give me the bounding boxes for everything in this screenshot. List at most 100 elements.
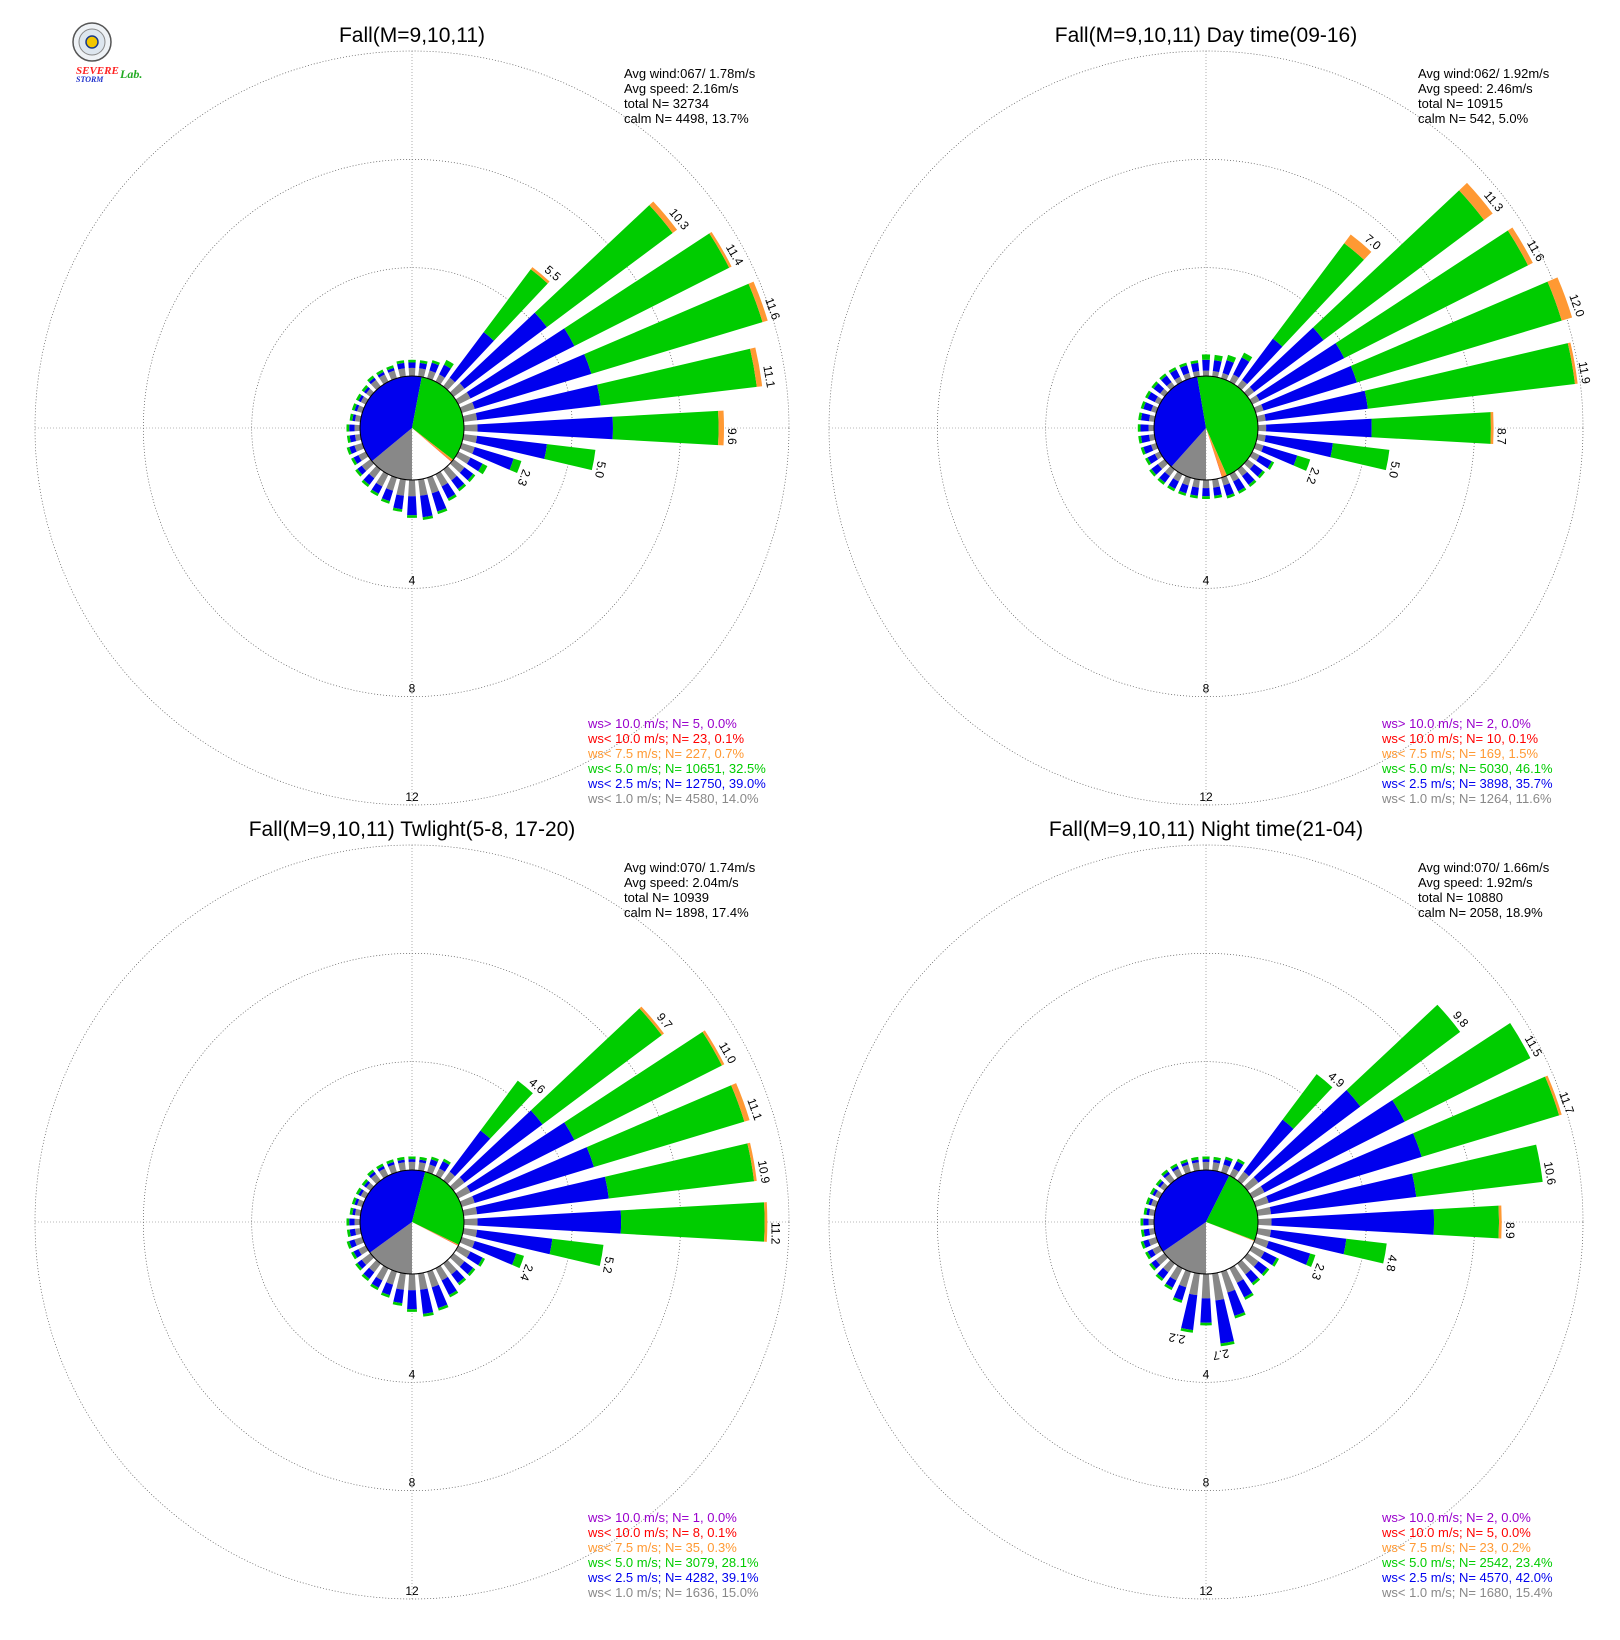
rose-bar-segment	[351, 1251, 358, 1260]
rose-bar-segment	[1567, 342, 1578, 385]
rose-bar-segment	[1272, 1257, 1280, 1267]
ring-label: 12	[1199, 790, 1213, 804]
rose-bar-segment	[1243, 1177, 1259, 1191]
rose-bar-segment	[1237, 379, 1248, 391]
calm-circle	[1153, 1169, 1259, 1275]
rose-bar-segment	[346, 446, 352, 455]
rose-bar-segment	[352, 1208, 357, 1216]
legend-entry: ws< 7.5 m/s; N= 227, 0.7%	[587, 746, 745, 761]
rose-bar-segment	[1233, 1161, 1244, 1172]
bar-total-label: 5.2	[600, 1256, 617, 1275]
ring-label: 8	[1203, 682, 1210, 696]
wind-rose-panel-4: Fall(M=9,10,11) Night time(21-04) 4 8 12 Avg…	[828, 818, 1584, 1600]
rose-bar-segment	[449, 1177, 465, 1191]
rose-bar-segment	[512, 1253, 525, 1269]
rose-bar-segment	[353, 455, 362, 464]
rose-bar-segment	[1253, 1237, 1269, 1248]
legend-entry: ws> 10.0 m/s; N= 2, 0.0%	[1381, 716, 1531, 731]
rose-bar-segment	[1272, 243, 1364, 347]
rose-bar-segment	[1180, 1159, 1188, 1165]
rose-bar-segment	[459, 443, 475, 454]
rose-bar-segment	[370, 1283, 379, 1291]
rose-bar-segment	[441, 1276, 457, 1296]
rose-bar-segment	[420, 1288, 434, 1314]
stats-line: total N= 32734	[624, 96, 709, 111]
rose-bar-segment	[1149, 1262, 1157, 1271]
legend-entry: ws< 1.0 m/s; N= 4580, 14.0%	[587, 791, 759, 806]
rose-bar-segment	[379, 374, 389, 385]
rose-bar-segment	[351, 403, 357, 411]
rose-bar-segment	[1138, 412, 1143, 421]
rose-bar-segment	[1264, 390, 1368, 421]
rose-bar-segment	[1160, 1182, 1169, 1191]
rose-bar-segment	[748, 281, 768, 323]
rose-bar-segment	[1237, 487, 1247, 494]
rose-bar-segment	[1145, 390, 1152, 399]
rose-bar-segment	[1157, 477, 1166, 485]
rose-bar-segment	[1191, 1159, 1199, 1164]
rose-bar-segment	[1159, 471, 1170, 483]
rose-bar-segment	[1162, 1259, 1175, 1273]
rose-bar-segment	[764, 1202, 768, 1242]
legend-entry: ws< 10.0 m/s; N= 8, 0.1%	[587, 1525, 737, 1540]
rose-bar-segment	[1172, 1297, 1183, 1303]
rose-bar-segment	[709, 231, 732, 268]
legend-entry: ws< 7.5 m/s; N= 23, 0.2%	[1381, 1540, 1531, 1555]
rose-bar-segment	[368, 465, 381, 479]
rose-bar-segment	[1155, 1178, 1163, 1186]
grid-ring	[828, 844, 1584, 1600]
rose-bar-segment	[1233, 357, 1250, 378]
rose-bar-segment	[393, 494, 404, 510]
legend-entry: ws< 10.0 m/s; N= 10, 0.1%	[1381, 731, 1539, 746]
rose-bar-segment	[1170, 1265, 1183, 1281]
calm-pie-slice	[371, 428, 412, 480]
rose-bar-segment	[462, 1207, 478, 1216]
rose-bar-segment	[398, 368, 406, 378]
rose-bar-segment	[1224, 1156, 1233, 1162]
rose-bar-segment	[370, 489, 379, 497]
rose-bar-segment	[1202, 370, 1210, 377]
rose-bar-segment	[509, 458, 522, 474]
rose-bar-segment	[419, 1156, 427, 1161]
rose-bar-segment	[368, 1171, 376, 1179]
rose-bar-segment	[429, 1159, 438, 1167]
panel-title: Fall(M=9,10,11) Twlight(5-8, 17-20)	[249, 818, 576, 841]
rose-bar-segment	[380, 1292, 390, 1298]
rose-bar-segment	[1161, 1169, 1169, 1177]
stats-line: Avg speed: 2.46m/s	[1418, 81, 1533, 96]
rose-bar-segment	[354, 1218, 361, 1226]
calm-circle	[359, 375, 465, 481]
bar-total-label: 8.7	[1495, 428, 1509, 445]
rose-bar-segment	[605, 1143, 755, 1199]
ring-label: 4	[1203, 1367, 1210, 1381]
rose-bar-segment	[1282, 1074, 1333, 1129]
rose-bar-segment	[354, 434, 362, 442]
rose-bar-segment	[392, 1301, 403, 1306]
rose-bar-segment	[346, 1229, 351, 1237]
rose-bar-segment	[1350, 281, 1562, 383]
rose-bar-segment	[449, 383, 465, 397]
rose-bar-segment	[435, 374, 445, 385]
rose-bar-segment	[1257, 470, 1265, 479]
rose-bar-segment	[1179, 483, 1189, 494]
calm-pie-slice	[412, 376, 464, 460]
rose-bar-segment	[363, 1267, 375, 1279]
legend-entry: ws< 2.5 m/s; N= 4282, 39.1%	[587, 1570, 759, 1585]
rose-bar-segment	[1202, 488, 1210, 497]
rose-bar-segment	[1148, 1208, 1156, 1216]
rose-bar-segment	[387, 1161, 395, 1167]
rose-bar-segment	[1153, 383, 1165, 394]
bar-total-label: 2.2	[1303, 466, 1322, 487]
rose-bar-segment	[418, 1162, 426, 1172]
logo-severe: SEVERE	[76, 65, 119, 77]
rose-bar-segment	[443, 465, 457, 481]
rose-bar-segment	[1490, 411, 1494, 445]
rose-bar-segment	[1459, 182, 1493, 221]
rose-bar-segment	[1253, 404, 1264, 413]
rose-bar-segment	[363, 473, 375, 485]
stats-line: Avg speed: 1.92m/s	[1418, 875, 1533, 890]
rose-bar-segment	[1256, 1228, 1272, 1237]
rose-bar-segment	[1189, 494, 1198, 499]
rose-bar-segment	[1251, 1277, 1261, 1286]
rose-bar-segment	[1145, 457, 1152, 466]
